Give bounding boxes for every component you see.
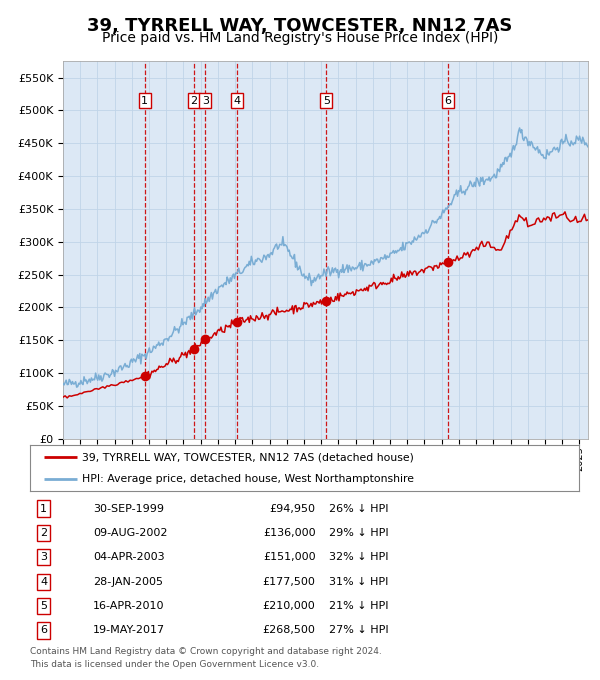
Text: £94,950: £94,950 <box>269 504 316 513</box>
Text: 6: 6 <box>445 96 452 106</box>
Text: Contains HM Land Registry data © Crown copyright and database right 2024.: Contains HM Land Registry data © Crown c… <box>30 647 382 656</box>
Text: 09-AUG-2002: 09-AUG-2002 <box>93 528 167 538</box>
Text: 27% ↓ HPI: 27% ↓ HPI <box>329 626 389 635</box>
Text: 2: 2 <box>190 96 197 106</box>
Text: 29% ↓ HPI: 29% ↓ HPI <box>329 528 389 538</box>
Text: 28-JAN-2005: 28-JAN-2005 <box>93 577 163 587</box>
Text: £177,500: £177,500 <box>263 577 316 587</box>
Text: 19-MAY-2017: 19-MAY-2017 <box>93 626 165 635</box>
Text: 39, TYRRELL WAY, TOWCESTER, NN12 7AS (detached house): 39, TYRRELL WAY, TOWCESTER, NN12 7AS (de… <box>82 452 414 462</box>
Text: £151,000: £151,000 <box>263 552 316 562</box>
Text: 26% ↓ HPI: 26% ↓ HPI <box>329 504 389 513</box>
Text: 3: 3 <box>40 552 47 562</box>
Text: 6: 6 <box>40 626 47 635</box>
Text: 5: 5 <box>40 601 47 611</box>
Text: £136,000: £136,000 <box>263 528 316 538</box>
Text: HPI: Average price, detached house, West Northamptonshire: HPI: Average price, detached house, West… <box>82 475 414 484</box>
Text: £268,500: £268,500 <box>263 626 316 635</box>
Text: 1: 1 <box>40 504 47 513</box>
Text: 31% ↓ HPI: 31% ↓ HPI <box>329 577 389 587</box>
Text: 5: 5 <box>323 96 329 106</box>
Text: 21% ↓ HPI: 21% ↓ HPI <box>329 601 389 611</box>
Text: 4: 4 <box>233 96 240 106</box>
Text: 2: 2 <box>40 528 47 538</box>
Text: 4: 4 <box>40 577 47 587</box>
Text: 04-APR-2003: 04-APR-2003 <box>93 552 165 562</box>
Text: 32% ↓ HPI: 32% ↓ HPI <box>329 552 389 562</box>
Text: 39, TYRRELL WAY, TOWCESTER, NN12 7AS: 39, TYRRELL WAY, TOWCESTER, NN12 7AS <box>88 17 512 35</box>
Text: £210,000: £210,000 <box>263 601 316 611</box>
Text: 30-SEP-1999: 30-SEP-1999 <box>93 504 164 513</box>
Text: Price paid vs. HM Land Registry's House Price Index (HPI): Price paid vs. HM Land Registry's House … <box>102 31 498 45</box>
Text: 16-APR-2010: 16-APR-2010 <box>93 601 164 611</box>
Text: 3: 3 <box>202 96 209 106</box>
Text: This data is licensed under the Open Government Licence v3.0.: This data is licensed under the Open Gov… <box>30 660 319 668</box>
Text: 1: 1 <box>141 96 148 106</box>
